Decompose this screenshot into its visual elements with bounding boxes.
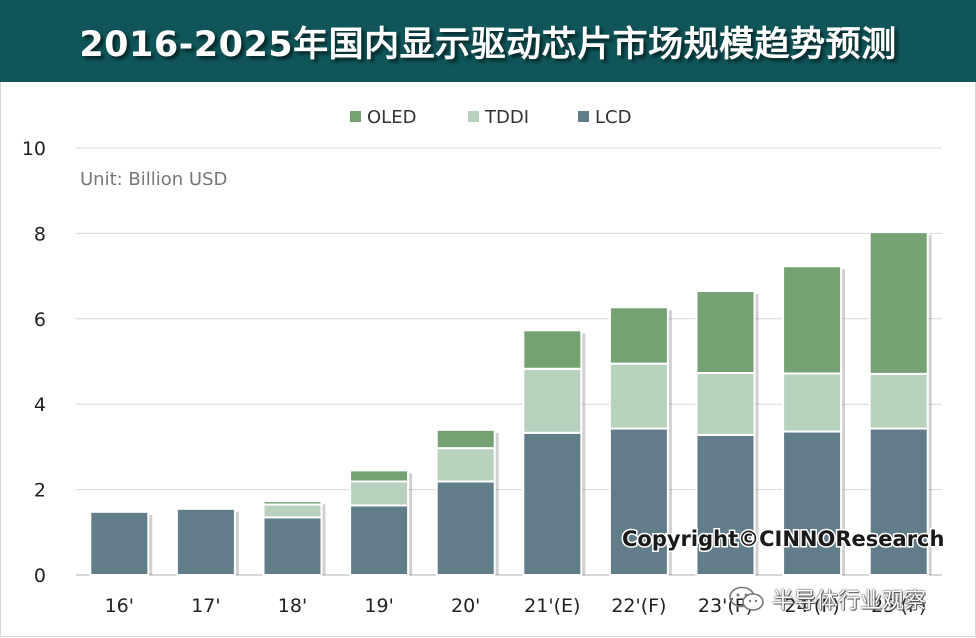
x-tick-label: 21'(E)	[524, 595, 580, 617]
watermark-text: 半导体行业观察	[772, 589, 927, 614]
x-tick-label: 20'	[451, 595, 480, 617]
bar-segment-lcd	[522, 431, 583, 576]
x-tick-label: 25'(F)	[871, 595, 926, 617]
y-tick-label: 6	[34, 309, 46, 331]
wechat-icon	[729, 586, 764, 611]
bar-segment-lcd	[435, 480, 496, 576]
bar-segment-lcd	[782, 430, 843, 577]
bar-segment-tddi	[695, 372, 756, 436]
bar-segment-lcd	[175, 507, 236, 576]
bar-segment-tddi	[349, 480, 410, 507]
x-tick-label: 24'(F)	[785, 595, 840, 617]
x-tick-label: 16'	[105, 595, 134, 617]
x-tick-label: 17'	[191, 595, 220, 617]
bar-segment-oled	[868, 231, 929, 375]
bar-segment-oled	[695, 290, 756, 375]
chart-title: 2016-2025年国内显示驱动芯片市场规模趋势预测	[79, 24, 897, 65]
y-tick-label: 8	[34, 223, 46, 245]
y-tick-label: 0	[34, 565, 46, 587]
legend-swatch-lcd	[578, 111, 589, 122]
unit-label: Unit: Billion USD	[80, 169, 227, 190]
y-tick-label: 10	[22, 138, 46, 160]
x-tick-label: 23'(F)	[698, 595, 753, 617]
bar-segment-lcd	[868, 427, 929, 576]
bar-segment-lcd	[349, 504, 410, 576]
watermark: 半导体行业观察	[728, 583, 926, 615]
legend-label-tddi: TDDI	[484, 107, 529, 128]
legend-swatch-tddi	[468, 111, 479, 122]
copyright-text: Copyright©CINNOResearch	[622, 527, 944, 551]
bar-segment-tddi	[435, 447, 496, 483]
legend-swatch-oled	[350, 111, 361, 122]
y-tick-label: 2	[34, 480, 46, 502]
bar-segment-lcd	[608, 427, 669, 576]
bar-segment-lcd	[89, 510, 150, 576]
bar-segment-tddi	[522, 367, 583, 434]
x-tick-label: 22'(F)	[611, 595, 666, 617]
bar-segment-tddi	[868, 372, 929, 430]
bar-segment-oled	[435, 428, 496, 450]
bar-segment-lcd	[262, 516, 323, 576]
x-tick-label: 19'	[364, 595, 393, 617]
bar-segment-tddi	[608, 362, 669, 430]
bar-segment-oled	[522, 329, 583, 370]
bar-segment-tddi	[262, 503, 323, 519]
x-tick-label: 18'	[278, 595, 307, 617]
legend-label-oled: OLED	[367, 107, 416, 128]
bar-segment-lcd	[695, 433, 756, 576]
bar-segment-oled	[262, 500, 323, 506]
title-bar: 2016-2025年国内显示驱动芯片市场规模趋势预测	[0, 0, 976, 82]
bar-segment-oled	[349, 469, 410, 483]
bar-segment-oled	[608, 306, 669, 365]
y-tick-label: 4	[34, 394, 46, 416]
bar-segment-oled	[782, 265, 843, 375]
legend-label-lcd: LCD	[595, 107, 631, 128]
bar-segment-tddi	[782, 372, 843, 433]
